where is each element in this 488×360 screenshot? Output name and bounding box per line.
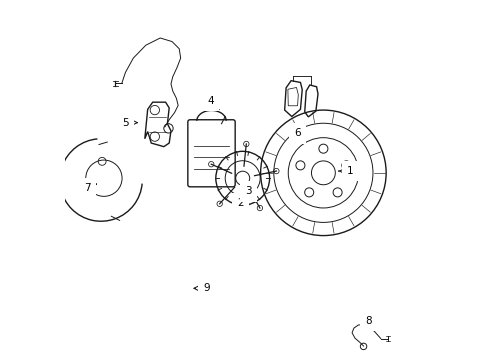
Text: 8: 8: [364, 316, 371, 325]
Text: 4: 4: [207, 96, 219, 110]
Text: 3: 3: [244, 186, 251, 197]
Text: 2: 2: [236, 198, 243, 208]
Text: 9: 9: [194, 283, 210, 293]
Text: 1: 1: [338, 166, 353, 176]
Text: 5: 5: [122, 118, 137, 128]
Text: 6: 6: [294, 129, 300, 138]
Text: 7: 7: [84, 183, 96, 193]
